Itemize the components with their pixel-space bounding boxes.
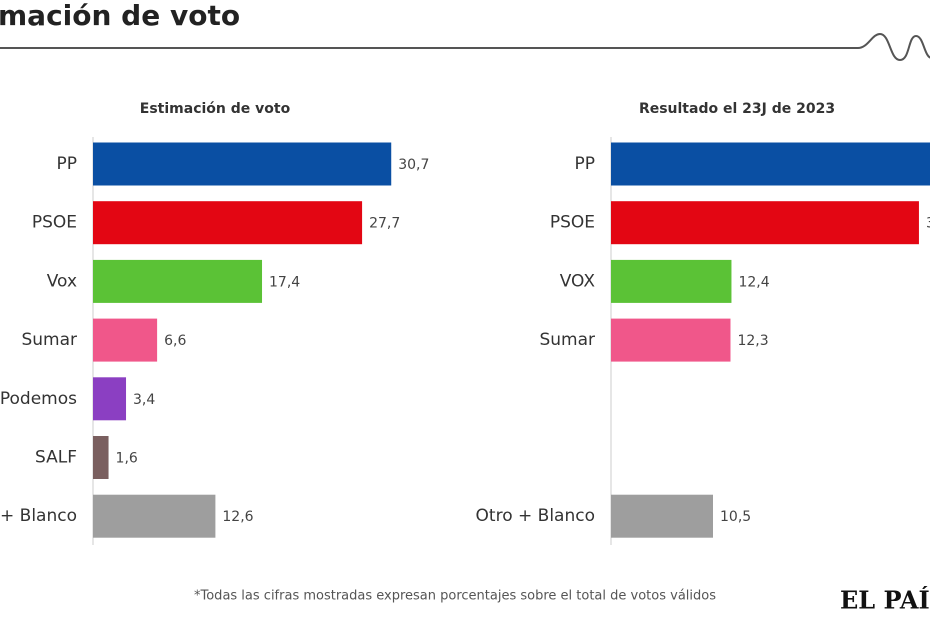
category-label: Sumar <box>21 330 77 350</box>
bar <box>93 318 158 362</box>
category-label: PSOE <box>550 213 595 233</box>
category-label: Sumar <box>539 330 595 350</box>
value-label: 12,6 <box>222 509 253 525</box>
category-label: Vox <box>47 271 77 291</box>
value-label: 27,7 <box>369 216 400 232</box>
category-label: SALF <box>35 448 77 468</box>
page-title: mación de voto <box>0 0 240 32</box>
category-label: PSOE <box>32 213 77 233</box>
bar <box>93 201 363 245</box>
bar <box>611 142 930 186</box>
value-label: 3,4 <box>133 392 155 408</box>
bar <box>611 494 713 538</box>
bar <box>611 201 919 245</box>
value-label: 10,5 <box>720 509 751 525</box>
value-label: 12,3 <box>737 333 768 349</box>
bar <box>93 377 127 421</box>
category-label: VOX <box>560 271 596 291</box>
bar <box>611 318 731 362</box>
category-label: + Blanco <box>0 506 77 526</box>
header-rule <box>0 32 930 62</box>
category-label: PP <box>574 154 595 174</box>
bar <box>93 142 392 186</box>
bar <box>611 259 732 303</box>
chart-title: Estimación de voto <box>140 101 291 117</box>
value-label: 12,4 <box>738 274 769 290</box>
value-label: 31,7 <box>926 216 930 232</box>
value-label: 6,6 <box>164 333 186 349</box>
bar <box>93 494 216 538</box>
value-label: 1,6 <box>116 451 138 467</box>
chart-title: Resultado el 23J de 2023 <box>639 101 835 117</box>
category-label: Otro + Blanco <box>476 506 595 526</box>
bar <box>93 259 263 303</box>
value-label: 30,7 <box>398 157 429 173</box>
value-label: 17,4 <box>269 274 300 290</box>
logo: EL PAÍS <box>840 586 930 615</box>
category-label: Podemos <box>0 389 77 409</box>
bar <box>93 436 109 479</box>
category-label: PP <box>56 154 77 174</box>
footnote: *Todas las cifras mostradas expresan por… <box>194 589 716 604</box>
